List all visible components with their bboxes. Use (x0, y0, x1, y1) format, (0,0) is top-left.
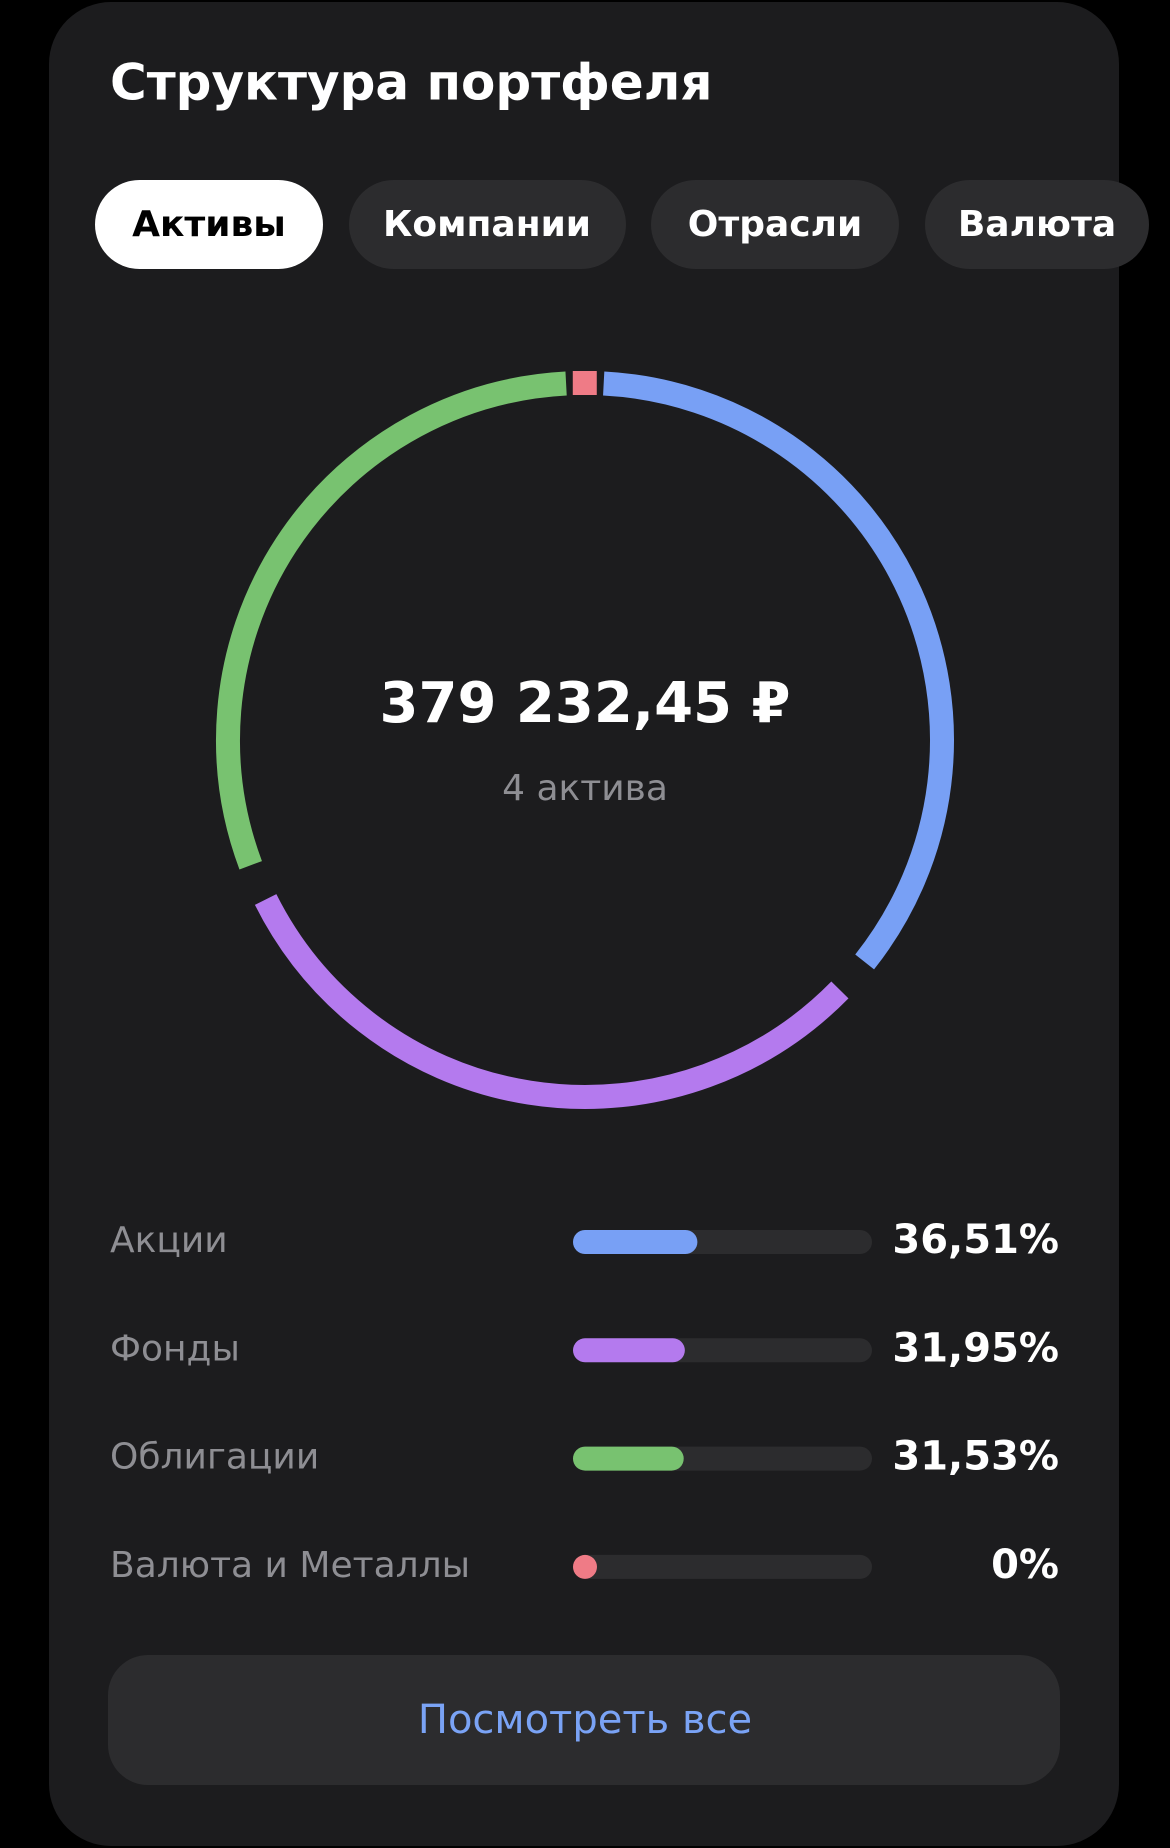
percent-label: 31,95% (892, 1325, 1059, 1371)
tab-background (349, 180, 626, 269)
tab-background (95, 180, 323, 269)
tab[interactable]: Отрасли (651, 180, 899, 269)
card (49, 2, 1119, 1846)
legend-label: Облигации (110, 1437, 319, 1478)
donut-segment (603, 371, 954, 970)
donut-segment (216, 371, 567, 870)
legend-label: Акции (110, 1220, 228, 1261)
tab[interactable]: Компании (349, 180, 626, 269)
tab-background (925, 180, 1149, 269)
tab[interactable]: Валюта (925, 180, 1149, 269)
tab-label: Компании (383, 204, 591, 245)
donut-chart (216, 371, 954, 1109)
legend-label: Валюта и Металлы (110, 1545, 470, 1586)
percent-label: 36,51% (892, 1217, 1059, 1263)
percent-label: 31,53% (892, 1434, 1059, 1480)
tab[interactable]: Активы (95, 180, 323, 269)
view-all-button[interactable]: Посмотреть все (108, 1655, 1060, 1785)
card-title: Структура портфеля (110, 54, 712, 112)
legend: Акции 36,51% Фонды 31,95% Облигации 31,53% Вал… (110, 1217, 1059, 1588)
portfolio-total: 379 232,45 ₽ (380, 671, 791, 736)
tab-label: Валюта (958, 204, 1116, 245)
tab-label: Активы (132, 204, 286, 245)
tab-background (651, 180, 899, 269)
tab-label: Отрасли (688, 204, 862, 245)
donut-segment (254, 894, 849, 1109)
asset-count: 4 актива (502, 768, 668, 809)
legend-label: Фонды (110, 1328, 240, 1369)
button-background (108, 1655, 1060, 1785)
percent-label: 0% (991, 1542, 1059, 1588)
button-label: Посмотреть все (418, 1697, 752, 1743)
